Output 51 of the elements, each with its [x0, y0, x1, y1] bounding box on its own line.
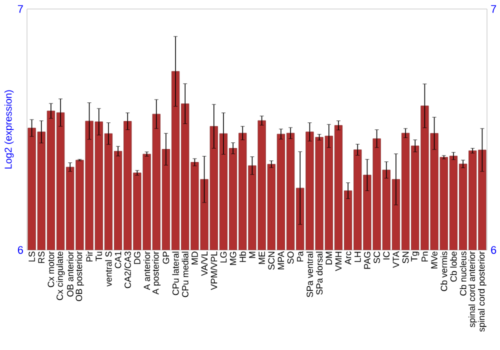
x-tick-label: SPa ventral — [306, 252, 314, 298]
x-tick-label: Pa — [296, 251, 304, 262]
x-tick-label: A anterior — [143, 251, 150, 290]
x-tick-label: OB anterior — [66, 251, 74, 297]
x-tick-label: CPu lateral — [172, 252, 179, 296]
x-tick-label: DG — [134, 252, 140, 264]
x-tick-label: Cx cingulate — [56, 252, 65, 300]
x-tick-label: Tu — [96, 252, 102, 262]
x-tick-label: Cb nucleus — [460, 252, 466, 296]
x-tick-label: VMH — [335, 252, 342, 272]
x-tick-label: LG — [220, 252, 227, 262]
x-tick-label: RS — [38, 252, 45, 263]
x-tick-label: Hb — [239, 252, 246, 262]
x-tick-label: Cx motor — [48, 251, 54, 288]
x-tick-label: SN — [402, 252, 409, 264]
x-tick-label: GP — [162, 252, 170, 264]
x-tick-label: ventral S — [105, 252, 112, 287]
x-tick-label: LH — [354, 252, 361, 262]
x-tick-label: MG — [230, 252, 236, 265]
x-tick-label: PAG — [364, 252, 370, 269]
x-tick-label: CA2/CA3 — [124, 252, 131, 288]
y-axis-title: Log2 (expression) — [4, 90, 14, 169]
x-tick-label: CPu medial — [182, 252, 188, 298]
x-tick-label: IC — [383, 252, 390, 260]
x-tick-label: M — [249, 252, 256, 258]
x-tick-label: SCN — [268, 252, 275, 270]
x-tick-label: Cb vermis — [440, 252, 448, 292]
x-tick-label: Cb lobe — [450, 252, 457, 282]
x-tick-label: VPM/VPL — [210, 251, 218, 290]
x-tick-label: ME — [258, 252, 265, 264]
x-tick-label: SC — [374, 252, 380, 264]
x-tick-label: A posterior — [152, 251, 161, 295]
x-tick-label: SPa dorsal — [316, 252, 323, 295]
y2-tick-label: 6 — [491, 246, 496, 254]
x-tick-label: LS — [28, 252, 35, 262]
x-tick-label: OB posterior — [76, 251, 84, 302]
x-tick-label: SO — [287, 252, 294, 264]
x-tick-label: DM — [326, 252, 332, 264]
x-tick-label: CA1 — [114, 252, 122, 268]
y2-tick-label: 7 — [491, 5, 496, 13]
x-tick-label: spinal cord anterior — [468, 251, 477, 328]
x-tick-label: VTA — [392, 251, 400, 268]
x-tick-label: Pn — [422, 252, 428, 262]
x-tick-label: Pir — [86, 251, 93, 262]
x-tick-label: VA/VL — [200, 251, 208, 276]
x-tick-label: MVe — [431, 252, 438, 268]
x-tick-label: MPA — [278, 251, 284, 270]
x-tick-label: MD — [192, 252, 198, 264]
x-tick-label: spinal cord posterior — [478, 251, 486, 332]
x-tick-label: Arc — [344, 251, 352, 265]
x-tick-label: Tg — [411, 252, 420, 262]
